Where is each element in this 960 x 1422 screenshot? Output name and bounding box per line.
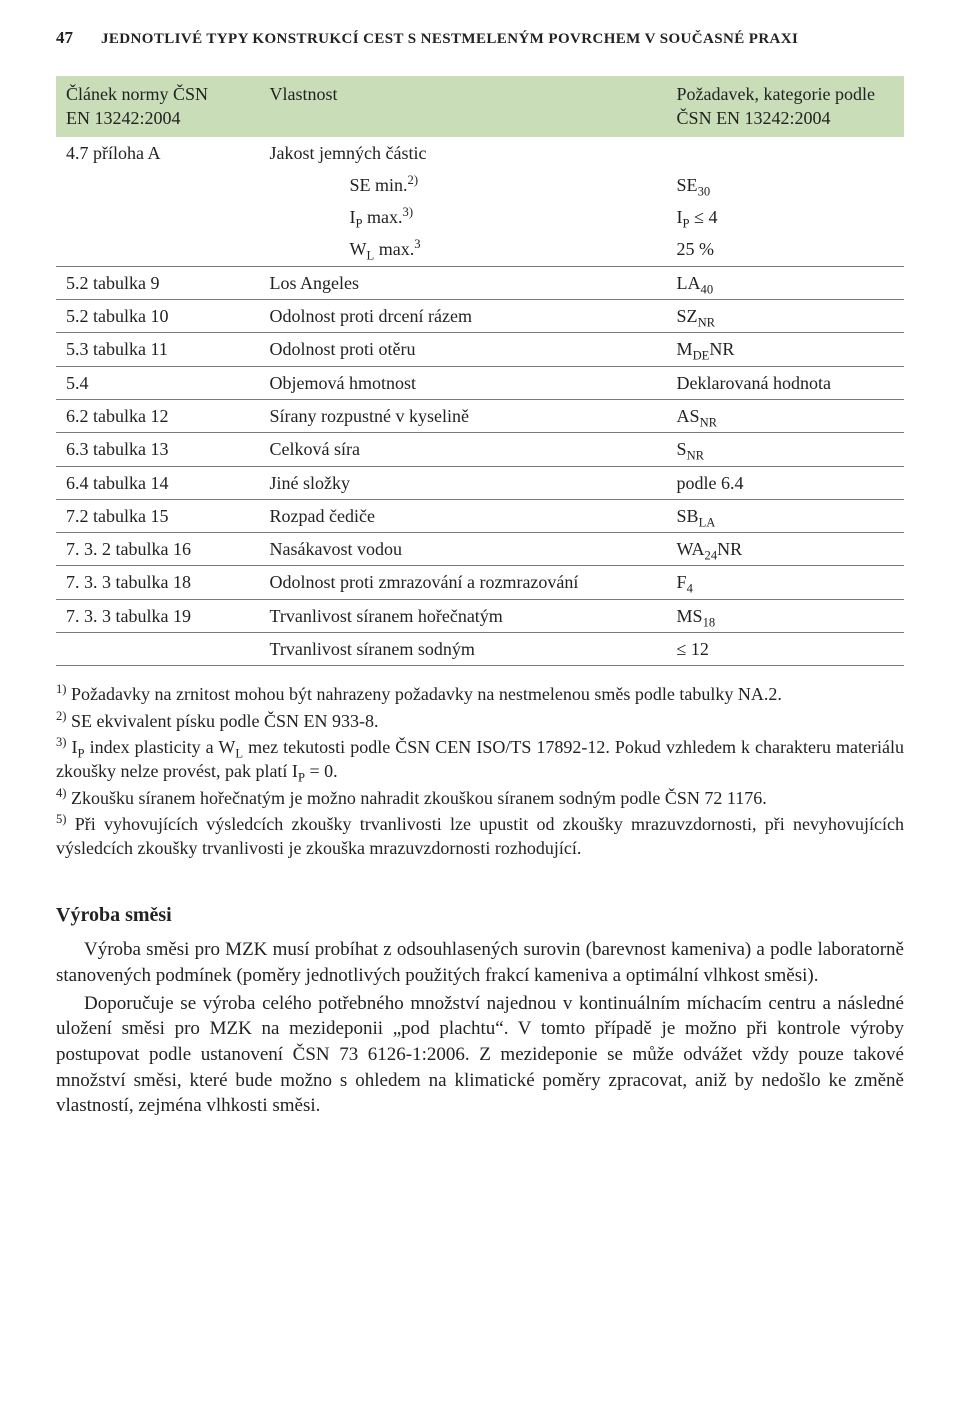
cell-requirement: SZNR [667,300,904,333]
footnote: 3) IP index plasticity a WL mez tekutost… [56,735,904,784]
cell-article: 7. 3. 3 tabulka 19 [56,599,260,632]
table-row: 6.3 tabulka 13Celková síraSNR [56,433,904,466]
th-article-line2: EN 13242:2004 [66,108,181,128]
cell-property: Los Angeles [260,266,667,299]
cell-article: 7. 3. 2 tabulka 16 [56,533,260,566]
cell-property: WL max.3 [260,233,667,266]
table-row: 6.4 tabulka 14Jiné složkypodle 6.4 [56,466,904,499]
cell-property: Trvanlivost síranem sodným [260,633,667,666]
footnote: 2) SE ekvivalent písku podle ČSN EN 933-… [56,709,904,733]
cell-property: SE min.2) [260,169,667,201]
cell-requirement: Deklarovaná hodnota [667,366,904,399]
cell-property: Jiné složky [260,466,667,499]
requirements-table: Článek normy ČSN EN 13242:2004 Vlastnost… [56,76,904,666]
cell-property: IP max.3) [260,201,667,233]
cell-requirement: LA40 [667,266,904,299]
table-row: 5.2 tabulka 10Odolnost proti drcení ráze… [56,300,904,333]
cell-requirement: SBLA [667,499,904,532]
cell-article: 5.2 tabulka 10 [56,300,260,333]
table-row: IP max.3)IP ≤ 4 [56,201,904,233]
cell-requirement: 25 % [667,233,904,266]
th-property: Vlastnost [260,76,667,137]
cell-property: Celková síra [260,433,667,466]
cell-requirement: WA24NR [667,533,904,566]
table-row: 7. 3. 3 tabulka 18Odolnost proti zmrazov… [56,566,904,599]
th-article-line1: Článek normy ČSN [66,84,208,104]
table-row: 5.4Objemová hmotnostDeklarovaná hodnota [56,366,904,399]
cell-property: Objemová hmotnost [260,366,667,399]
th-req-line2: ČSN EN 13242:2004 [677,108,831,128]
cell-article: 6.3 tabulka 13 [56,433,260,466]
paragraph: Doporučuje se výroba celého potřebného m… [56,991,904,1119]
table-row: 5.3 tabulka 11Odolnost proti otěruMDENR [56,333,904,366]
cell-article: 4.7 příloha A [56,137,260,169]
cell-requirement: MDENR [667,333,904,366]
cell-article: 5.3 tabulka 11 [56,333,260,366]
table-row: 7.2 tabulka 15Rozpad čedičeSBLA [56,499,904,532]
cell-article [56,233,260,266]
running-head: 47 JEDNOTLIVÉ TYPY KONSTRUKCÍ CEST S NES… [56,28,904,48]
cell-article: 5.2 tabulka 9 [56,266,260,299]
section-heading: Výroba směsi [56,904,904,927]
cell-article: 7. 3. 3 tabulka 18 [56,566,260,599]
footnote: 5) Při vyhovujících výsledcích zkoušky t… [56,812,904,861]
body-text: Výroba směsi pro MZK musí probíhat z ods… [56,937,904,1118]
cell-article: 5.4 [56,366,260,399]
page-number: 47 [56,28,73,48]
table-row: 7. 3. 2 tabulka 16Nasákavost vodouWA24NR [56,533,904,566]
cell-requirement: SNR [667,433,904,466]
th-requirement: Požadavek, kategorie podle ČSN EN 13242:… [667,76,904,137]
cell-article [56,633,260,666]
table-row: SE min.2)SE30 [56,169,904,201]
cell-requirement: podle 6.4 [667,466,904,499]
cell-property: Rozpad čediče [260,499,667,532]
table-footnotes: 1) Požadavky na zrnitost mohou být nahra… [56,682,904,860]
cell-requirement: ≤ 12 [667,633,904,666]
cell-article [56,201,260,233]
table-row: 5.2 tabulka 9Los AngelesLA40 [56,266,904,299]
table-body: 4.7 příloha AJakost jemných částicSE min… [56,137,904,666]
cell-requirement [667,137,904,169]
cell-article: 6.2 tabulka 12 [56,399,260,432]
cell-requirement: F4 [667,566,904,599]
cell-requirement: SE30 [667,169,904,201]
cell-article [56,169,260,201]
cell-requirement: ASNR [667,399,904,432]
page: 47 JEDNOTLIVÉ TYPY KONSTRUKCÍ CEST S NES… [0,0,960,1177]
footnote: 4) Zkoušku síranem hořečnatým je možno n… [56,786,904,810]
table-row: 6.2 tabulka 12Sírany rozpustné v kyselin… [56,399,904,432]
cell-property: Odolnost proti otěru [260,333,667,366]
th-req-line1: Požadavek, kategorie podle [677,84,875,104]
cell-property: Sírany rozpustné v kyselině [260,399,667,432]
table-row: WL max.325 % [56,233,904,266]
cell-property: Nasákavost vodou [260,533,667,566]
table-row: 4.7 příloha AJakost jemných částic [56,137,904,169]
cell-property: Odolnost proti zmrazování a rozmrazování [260,566,667,599]
cell-property: Jakost jemných částic [260,137,667,169]
cell-property: Trvanlivost síranem hořečnatým [260,599,667,632]
cell-article: 7.2 tabulka 15 [56,499,260,532]
footnote: 1) Požadavky na zrnitost mohou být nahra… [56,682,904,706]
cell-requirement: MS18 [667,599,904,632]
table-row: 7. 3. 3 tabulka 19Trvanlivost síranem ho… [56,599,904,632]
cell-property: Odolnost proti drcení rázem [260,300,667,333]
cell-requirement: IP ≤ 4 [667,201,904,233]
th-article: Článek normy ČSN EN 13242:2004 [56,76,260,137]
running-title: JEDNOTLIVÉ TYPY KONSTRUKCÍ CEST S NESTME… [101,31,798,48]
table-head: Článek normy ČSN EN 13242:2004 Vlastnost… [56,76,904,137]
paragraph: Výroba směsi pro MZK musí probíhat z ods… [56,937,904,988]
cell-article: 6.4 tabulka 14 [56,466,260,499]
table-row: Trvanlivost síranem sodným≤ 12 [56,633,904,666]
